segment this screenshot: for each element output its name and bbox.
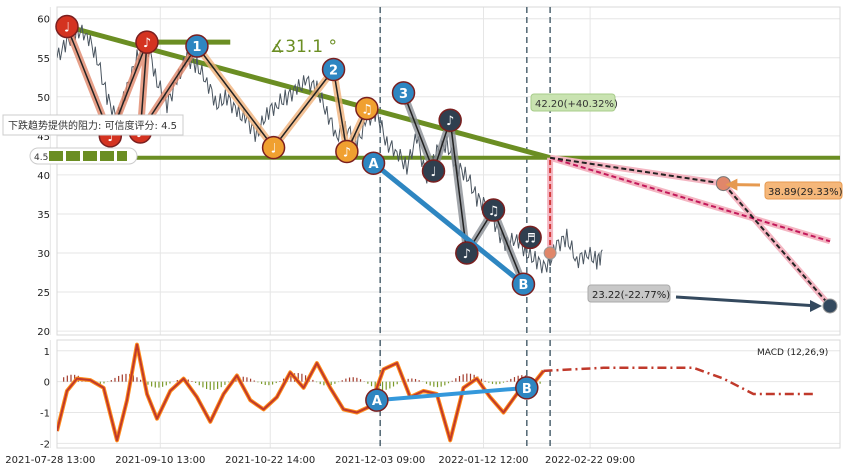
pattern-point-label: ♪: [143, 36, 151, 51]
rating-star-icon: [49, 151, 63, 161]
x-tick-label: 2021-07-28 13:00: [5, 455, 95, 466]
target-down-arrowhead: [810, 300, 822, 312]
x-tick-label: 2021-10-22 14:00: [225, 455, 315, 466]
target-mid-label: 38.89(29.33%): [765, 182, 843, 199]
pattern-point-label: 3: [399, 87, 408, 102]
pattern-point-label: ♩: [430, 165, 436, 180]
rating-value: 4.5: [34, 153, 48, 163]
pattern-point-label: A: [369, 157, 379, 172]
price-y-tick-label: 60: [37, 15, 50, 26]
x-tick-label: 2021-12-03 09:00: [335, 455, 425, 466]
pattern-point-label: ♪: [343, 145, 351, 160]
rating-badge: 4.5: [30, 148, 137, 164]
macd-ab-line: [377, 388, 527, 400]
macd-forecast-line: [544, 368, 814, 394]
resistance-callout: 下跌趋势提供的阻力: 可信度评分: 4.5: [3, 115, 183, 135]
target-up-text: 42.20(+40.32%): [535, 99, 618, 110]
x-tick-label: 2022-01-12 12:00: [438, 455, 528, 466]
pattern-point-label: ♪: [463, 247, 471, 262]
macd-y-tick-label: -2: [40, 439, 50, 450]
pattern-point-label: 1: [192, 40, 201, 55]
pattern-point-label: ♫: [488, 204, 500, 219]
x-tick-label: 2021-09-10 13:00: [115, 455, 205, 466]
rating-star-icon: [83, 151, 97, 161]
macd-title: MACD (12,26,9): [757, 348, 828, 358]
price-y-tick-label: 25: [37, 288, 50, 299]
pattern-point-label: 2: [329, 63, 338, 78]
target-down-arrow: [676, 297, 818, 306]
macd-y-tick-label: 1: [44, 347, 50, 358]
price-y-tick-label: 20: [37, 327, 50, 338]
macd-y-tick-label: -1: [40, 409, 50, 420]
pattern-point-label: ♩: [271, 142, 277, 157]
pattern-point-label: B: [519, 278, 529, 293]
target-mid-text: 38.89(29.33%): [768, 187, 843, 198]
price-y-tick-label: 40: [37, 171, 50, 182]
target-down-label: 23.22(-22.77%): [588, 285, 670, 302]
price-y-tick-label: 35: [37, 210, 50, 221]
forecast-low-point: [823, 299, 837, 313]
pattern-point-label: ♫: [361, 103, 373, 118]
price-panel: [57, 7, 840, 335]
x-tick-label: 2022-02-22 09:00: [545, 455, 635, 466]
rating-star-icon: [66, 151, 80, 161]
price-y-tick-label: 30: [37, 249, 50, 260]
macd-y-tick-label: 0: [44, 378, 50, 389]
pattern-point-label: ♩: [64, 21, 70, 36]
macd-pattern-point-label: B: [522, 382, 532, 397]
macd-panel: [57, 340, 813, 448]
pattern-point-label: ♬: [524, 231, 536, 246]
price-y-tick-label: 55: [37, 54, 50, 65]
target-down-text: 23.22(-22.77%): [592, 290, 670, 301]
price-y-tick-label: 50: [37, 93, 50, 104]
pattern-point-label: ♪: [446, 114, 454, 129]
angle-label: ∡31.1 °: [270, 37, 337, 57]
rating-star-icon: [117, 151, 127, 161]
target-up-label: 42.20(+40.32%): [531, 94, 618, 111]
macd-pattern-point-label: A: [372, 394, 382, 409]
forecast-start-point: [544, 247, 556, 259]
rating-star-icon: [100, 151, 114, 161]
resistance-text: 下跌趋势提供的阻力: 可信度评分: 4.5: [8, 119, 177, 132]
